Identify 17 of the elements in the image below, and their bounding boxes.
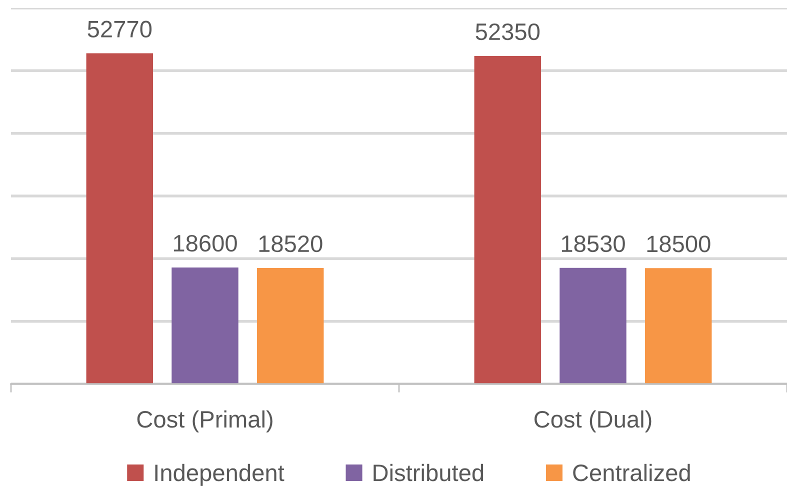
legend-label: Independent [155,464,284,486]
x-tick-label: Cost (Dual) [534,410,652,432]
data-label: 52770 [88,20,152,38]
legend-label: Centralized [573,464,690,482]
bar [560,268,626,384]
data-label: 18530 [562,235,625,252]
data-label: 52350 [476,23,540,40]
bar [644,268,712,384]
bar [172,267,238,384]
bar [86,53,154,384]
x-tick-label: Cost (Primal) [137,410,272,432]
data-label: 18500 [647,236,710,252]
data-label: 18520 [259,235,322,252]
data-label: 18600 [174,234,237,252]
bar [474,56,542,384]
bar [256,268,324,384]
legend-label: Distributed [374,464,484,482]
